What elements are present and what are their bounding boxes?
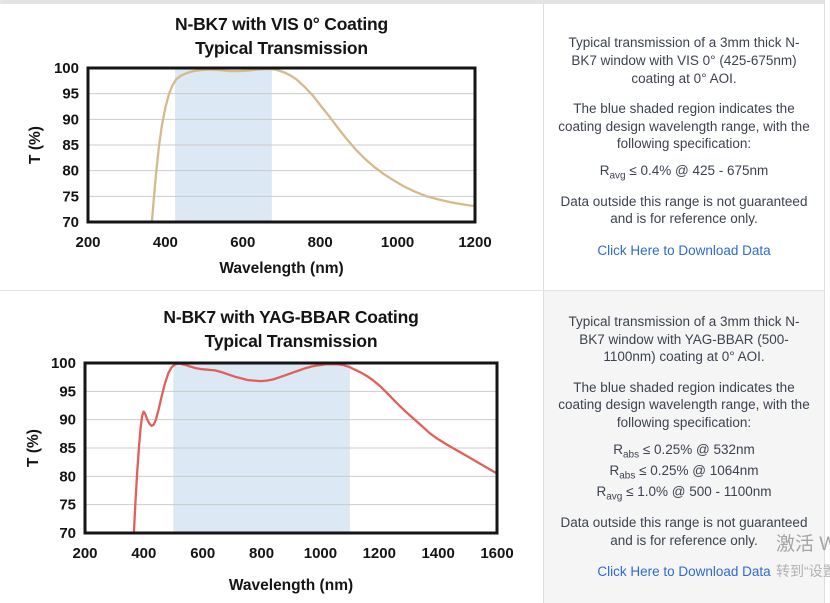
y-tick-label: 90: [62, 111, 79, 128]
y-tick-label: 75: [59, 497, 76, 514]
x-tick-label: 1000: [381, 234, 414, 251]
y-tick-label: 80: [62, 163, 79, 180]
x-tick-label: 400: [131, 545, 156, 562]
y-tick-label: 95: [62, 86, 79, 103]
transmission-curve: [150, 67, 477, 224]
y-tick-label: 95: [59, 383, 76, 400]
chart-title: N-BK7 with VIS 0° Coating: [175, 14, 388, 34]
spec-line: Rabs ≤ 0.25% @ 532nm: [613, 442, 755, 461]
spec-line: Ravg ≤ 0.4% @ 425 - 675nm: [599, 163, 769, 182]
download-data-link[interactable]: Click Here to Download Data: [597, 563, 771, 579]
description-paragraph: Data outside this range is not guarantee…: [560, 515, 808, 548]
chart-subtitle: Typical Transmission: [205, 331, 378, 351]
yag-description-panel: Typical transmission of a 3mm thick N-BK…: [544, 291, 824, 603]
x-tick-label: 200: [72, 545, 97, 562]
vis0-chart-cell: 200 400 600 800 1000 1200 70 75 80 85 90 95 100 N-BK7…: [0, 4, 543, 290]
y-tick-label: 80: [59, 468, 76, 485]
plot-border: [86, 66, 477, 224]
spec-list: Ravg ≤ 0.4% @ 425 - 675nm: [600, 162, 769, 183]
vertical-divider: [543, 4, 544, 603]
x-tick-label: 400: [153, 234, 178, 251]
y-axis-title: T (%): [27, 126, 44, 164]
x-tick-label: 600: [230, 234, 255, 251]
chart-subtitle: Typical Transmission: [195, 38, 368, 58]
yag-transmission-chart: 200 400 600 800 1000 1200 1400 1600 70 75 80 85 90 95…: [25, 307, 514, 594]
chart-title: N-BK7 with YAG-BBAR Coating: [163, 307, 418, 327]
download-data-link[interactable]: Click Here to Download Data: [597, 242, 771, 258]
description-paragraph: The blue shaded region indicates the coa…: [558, 101, 810, 152]
x-tick-label: 800: [249, 545, 274, 562]
description-paragraph: Typical transmission of a 3mm thick N-BK…: [568, 35, 800, 86]
right-border: [824, 0, 825, 603]
y-tick-label: 90: [59, 412, 76, 429]
y-tick-label: 70: [59, 525, 76, 542]
y-tick-label: 100: [51, 355, 76, 372]
y-tick-label: 75: [62, 188, 79, 205]
x-tick-label: 200: [75, 234, 100, 251]
horizontal-divider: [0, 290, 825, 291]
top-border-bar: [0, 0, 824, 4]
vis0-transmission-chart: 200 400 600 800 1000 1200 70 75 80 85 90 95 100 N-BK7…: [27, 14, 492, 277]
y-tick-label: 70: [62, 214, 79, 231]
x-tick-label: 1400: [421, 545, 454, 562]
description-paragraph: Data outside this range is not guarantee…: [560, 193, 808, 227]
y-tick-label: 100: [54, 60, 79, 77]
y-tick-label: 85: [59, 440, 76, 457]
description-paragraph: The blue shaded region indicates the coa…: [558, 379, 810, 430]
x-tick-label: 1000: [304, 545, 337, 562]
vis0-description-panel: Typical transmission of a 3mm thick N-BK…: [544, 4, 824, 290]
x-tick-label: 1200: [363, 545, 396, 562]
spec-line: Rabs ≤ 0.25% @ 1064nm: [609, 463, 759, 482]
transmission-curve: [132, 362, 499, 535]
x-tick-label: 800: [308, 234, 333, 251]
plot-border: [83, 361, 499, 535]
x-axis-title: Wavelength (nm): [219, 260, 343, 277]
x-tick-label: 1600: [480, 545, 513, 562]
x-tick-label: 1200: [458, 234, 491, 251]
x-axis-title: Wavelength (nm): [229, 577, 353, 594]
y-tick-label: 85: [62, 137, 79, 154]
yag-chart-cell: 200 400 600 800 1000 1200 1400 1600 70 75 80 85 90 95…: [0, 291, 543, 603]
description-paragraph: Typical transmission of a 3mm thick N-BK…: [568, 314, 800, 365]
spec-list: Rabs ≤ 0.25% @ 532nm Rabs ≤ 0.25% @ 1064n…: [596, 441, 771, 505]
y-axis-title: T (%): [25, 429, 42, 467]
spec-line: Ravg ≤ 1.0% @ 500 - 1100nm: [596, 484, 772, 504]
x-tick-label: 600: [190, 545, 215, 562]
